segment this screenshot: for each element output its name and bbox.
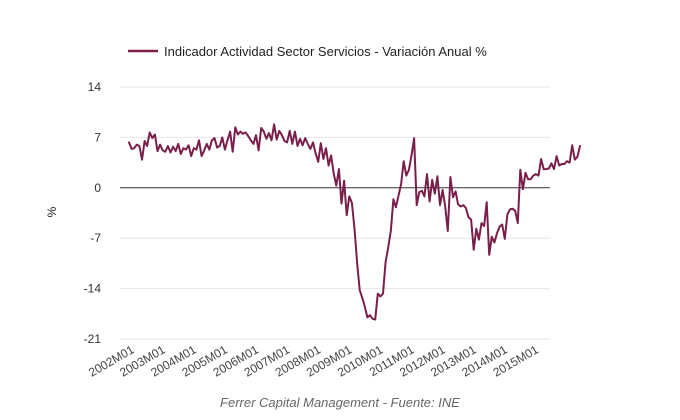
y-tick-label: -7	[90, 231, 101, 245]
y-tick-label: -14	[84, 282, 102, 296]
y-tick-label: 14	[88, 80, 102, 94]
legend-label: Indicador Actividad Sector Servicios - V…	[164, 44, 487, 59]
series-group	[128, 123, 581, 321]
y-tick-label: -21	[84, 332, 102, 346]
grid	[120, 86, 550, 340]
legend: Indicador Actividad Sector Servicios - V…	[128, 44, 487, 59]
y-tick-label: 0	[94, 181, 101, 195]
y-tick-label: 7	[94, 130, 101, 144]
chart-footer: Ferrer Capital Management - Fuente: INE	[220, 395, 460, 410]
series-line	[128, 123, 581, 321]
x-axis-ticks: 2002M012003M012004M012005M012006M012007M…	[86, 342, 541, 379]
y-axis-label: %	[45, 206, 59, 217]
y-axis-ticks: 14 7 0 -7 -14 -21	[84, 80, 102, 346]
